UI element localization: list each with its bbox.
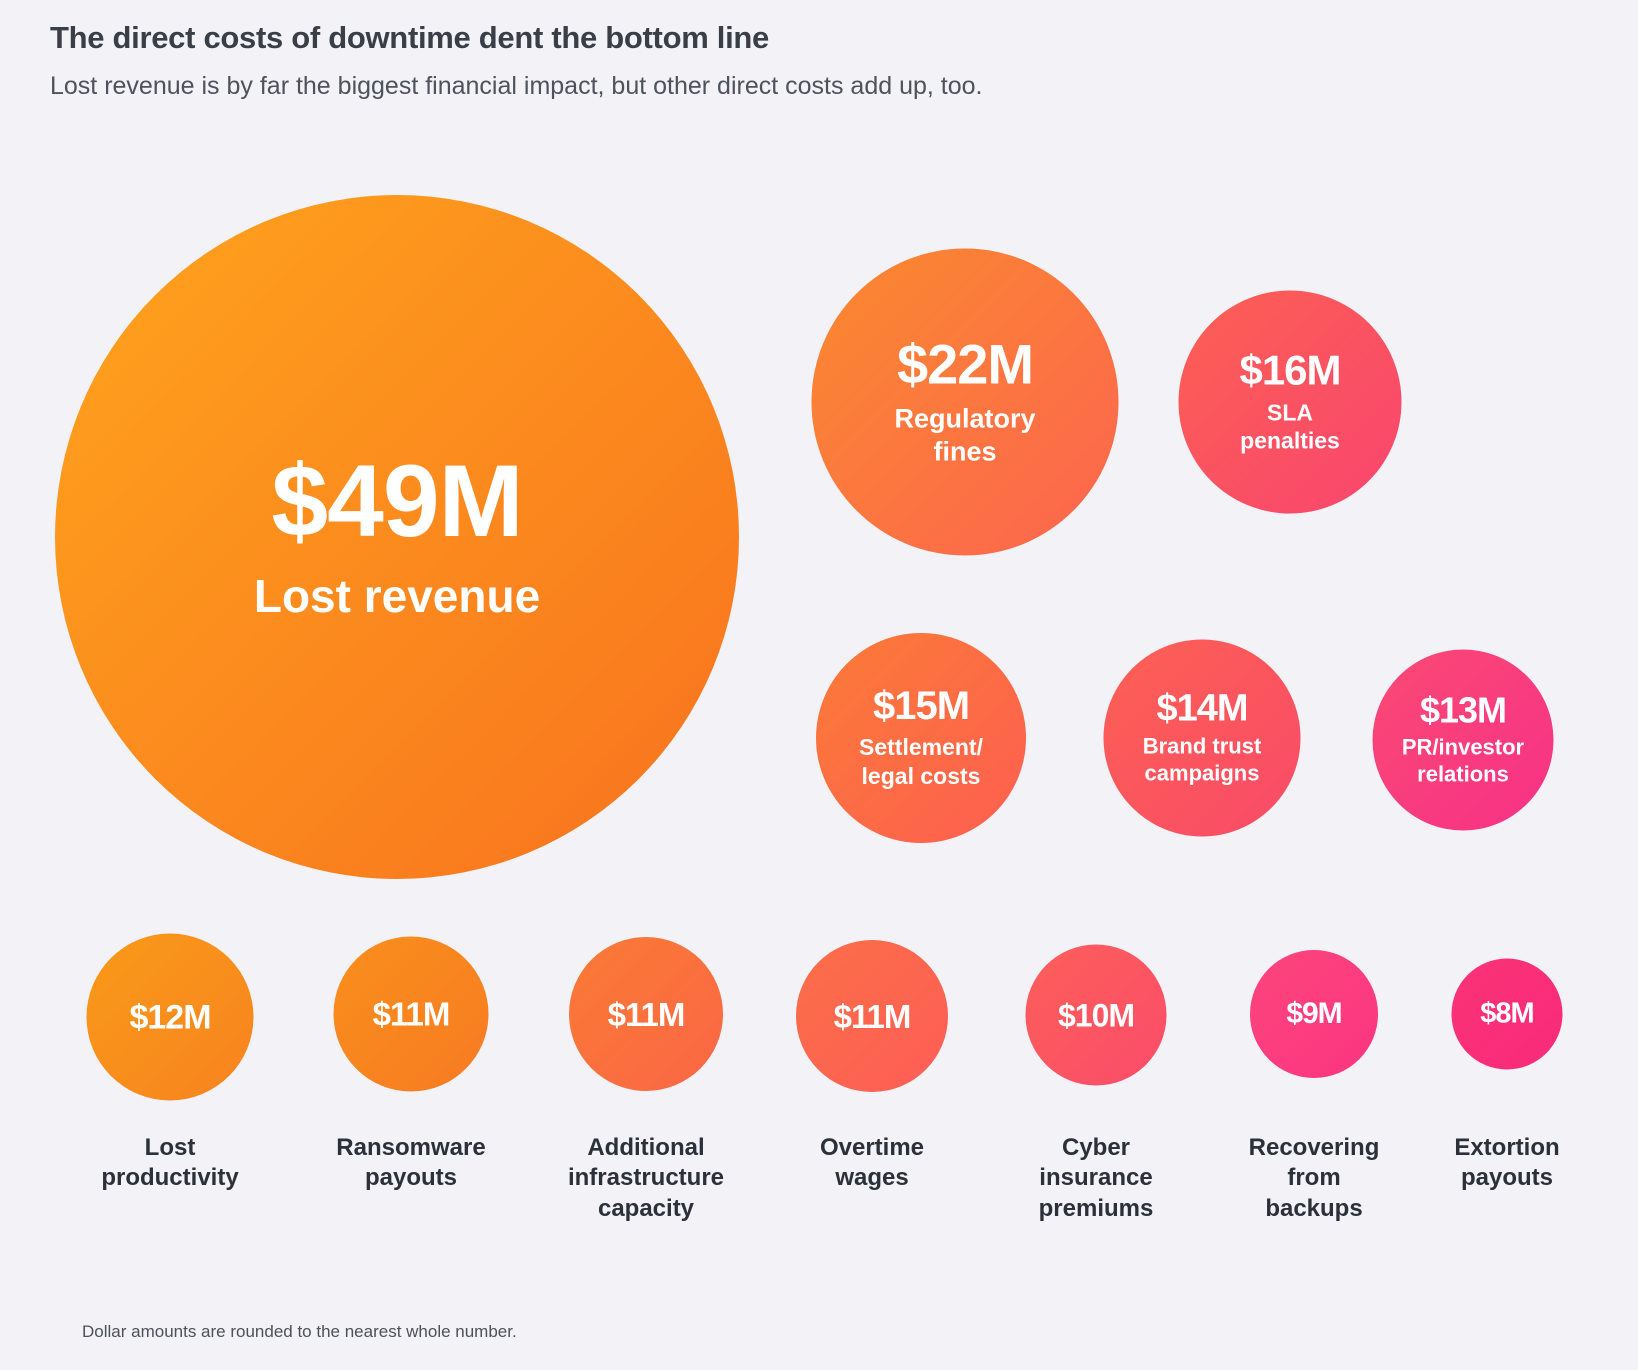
bubble-amount: $11M: [372, 995, 451, 1033]
bubble-caption-overtime-wages: Overtime wages: [819, 1134, 925, 1192]
bubble-settlement-legal-costs: $15M Settlement/ legal costs: [816, 633, 1026, 843]
chart-title: The direct costs of downtime dent the bo…: [50, 20, 769, 55]
bubble-caption-cyber-insurance-premiums: Cyber insurance premiums: [1038, 1134, 1154, 1222]
bubble-caption-additional-infrastructure-capacity: Additional infrastructure capacity: [567, 1134, 725, 1222]
bubble-amount: $14M: [1156, 687, 1248, 730]
bubble-label: PR/investor relations: [1401, 734, 1525, 786]
bubble-amount: $16M: [1239, 346, 1341, 394]
bubble-caption-lost-productivity: Lost productivity: [101, 1134, 239, 1192]
bubble-caption-extortion-payouts: Extortion payouts: [1454, 1134, 1560, 1192]
bubble-amount: $9M: [1286, 997, 1342, 1030]
bubble-label: Regulatory fines: [894, 403, 1036, 466]
bubble-label: Settlement/ legal costs: [859, 734, 983, 789]
bubble-amount: $12M: [129, 998, 211, 1036]
bubble-recovering-from-backups: $9M: [1250, 950, 1378, 1078]
bubble-extortion-payouts: $8M: [1451, 958, 1563, 1070]
bubble-caption-ransomware-payouts: Ransomware payouts: [336, 1134, 486, 1192]
bubble-pr-investor-relations: $13M PR/investor relations: [1372, 649, 1554, 831]
bubble-caption-recovering-from-backups: Recovering from backups: [1248, 1134, 1380, 1222]
bubble-lost-revenue: $49M Lost revenue: [55, 195, 739, 879]
bubble-label: SLA penalties: [1240, 399, 1340, 454]
bubble-sla-penalties: $16M SLA penalties: [1178, 290, 1402, 514]
bubble-amount: $10M: [1057, 997, 1135, 1033]
chart-subtitle: Lost revenue is by far the biggest finan…: [50, 72, 983, 100]
bubble-amount: $8M: [1480, 997, 1534, 1030]
bubble-overtime-wages: $11M: [796, 940, 948, 1092]
bubble-ransomware-payouts: $11M: [333, 936, 489, 1092]
bubble-brand-trust-campaigns: $14M Brand trust campaigns: [1103, 639, 1301, 837]
bubble-amount: $22M: [896, 332, 1034, 396]
chart-footnote: Dollar amounts are rounded to the neares…: [82, 1322, 517, 1341]
bubble-label: Brand trust campaigns: [1142, 733, 1262, 785]
bubble-amount: $15M: [872, 684, 970, 729]
bubble-amount: $49M: [271, 443, 523, 558]
bubble-additional-infrastructure-capacity: $11M: [569, 937, 723, 1091]
bubble-regulatory-fines: $22M Regulatory fines: [811, 248, 1119, 556]
bubble-lost-productivity: $12M: [86, 933, 254, 1101]
bubble-amount: $13M: [1419, 689, 1507, 731]
bubble-label: Lost revenue: [253, 569, 541, 622]
bubble-cyber-insurance-premiums: $10M: [1025, 944, 1167, 1086]
bubble-amount: $11M: [607, 995, 686, 1033]
bubble-amount: $11M: [833, 997, 912, 1035]
